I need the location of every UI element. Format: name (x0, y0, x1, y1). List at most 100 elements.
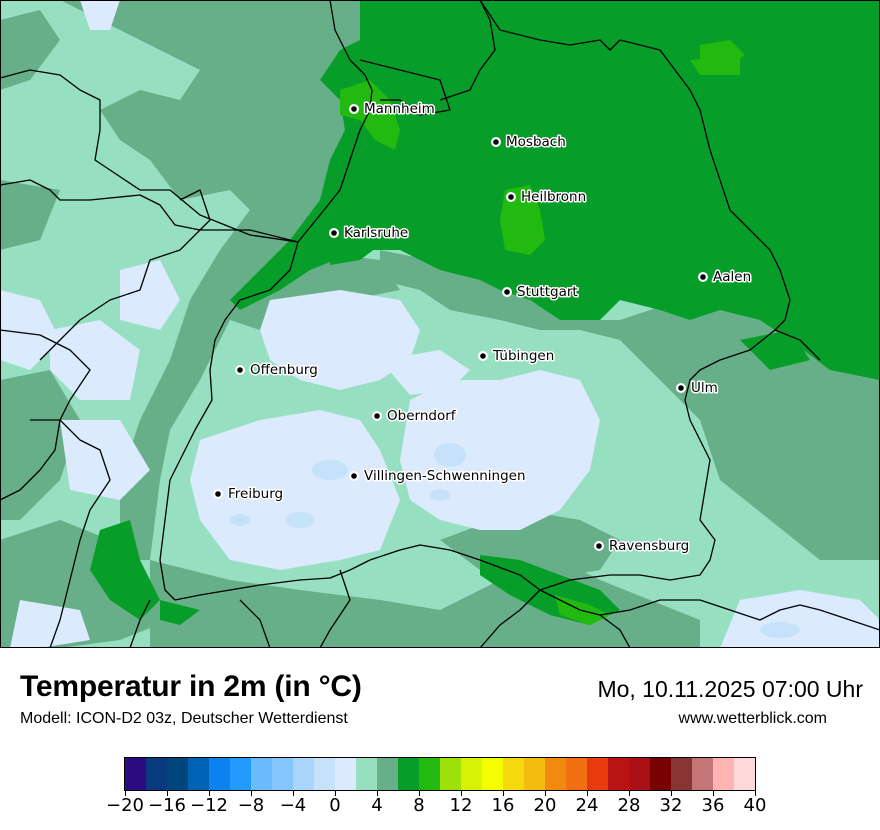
city-villingen-schwenningen: Villingen-Schwenningen (349, 467, 527, 486)
forecast-datetime: Mo, 10.11.2025 07:00 Uhr (597, 676, 863, 702)
city-label: Mosbach (506, 134, 566, 150)
colorbar-tick (167, 791, 168, 796)
city-dot-icon (351, 473, 357, 479)
city-ulm: Ulm (676, 379, 719, 398)
colorbar-tick (755, 791, 756, 796)
city-dot-icon (678, 385, 684, 391)
colorbar-bin (587, 758, 608, 790)
colorbar-bin (398, 758, 419, 790)
city-label: Freiburg (228, 486, 283, 502)
temperature-map: Mannheim Mosbach Heilbronn Karlsruhe Aalen St… (0, 0, 880, 648)
colorbar-bin (377, 758, 398, 790)
borders (0, 0, 880, 648)
city-label: Karlsruhe (344, 225, 408, 241)
colorbar-tick (545, 791, 546, 796)
colorbar-tick (251, 791, 252, 796)
colorbar-tick-label: 0 (329, 795, 341, 816)
colorbar-tick-label: −16 (148, 795, 186, 816)
colorbar-bin (251, 758, 272, 790)
colorbar-bin (293, 758, 314, 790)
colorbar-tick (587, 791, 588, 796)
colorbar-tick-label: 32 (659, 795, 683, 816)
city-markers: Mannheim Mosbach Heilbronn Karlsruhe Aalen St… (213, 100, 753, 556)
colorbar-tick-label: −8 (237, 795, 265, 816)
city-stuttgart: Stuttgart (502, 283, 579, 302)
website-link[interactable]: www.wetterblick.com (678, 710, 827, 727)
colorbar-tick-label: 4 (371, 795, 383, 816)
colorbar-tick (293, 791, 294, 796)
colorbar-bin (734, 758, 755, 790)
city-ravensburg: Ravensburg (594, 537, 691, 556)
colorbar-tick-label: 40 (743, 795, 767, 816)
colorbar-tick (671, 791, 672, 796)
colorbar-bin (335, 758, 356, 790)
colorbar-tick (629, 791, 630, 796)
colorbar-bin (482, 758, 503, 790)
city-dot-icon (596, 543, 602, 549)
city-dot-icon (331, 230, 337, 236)
colorbar-tick-label: −20 (106, 795, 144, 816)
colorbar-bin (566, 758, 587, 790)
colorbar-tick (209, 791, 210, 796)
map-title: Temperatur in 2m (in °C) (20, 670, 362, 703)
colorbar-bin (671, 758, 692, 790)
colorbar-bin (209, 758, 230, 790)
colorbar-tick (377, 791, 378, 796)
colorbar-bin (524, 758, 545, 790)
colorbar-bin (692, 758, 713, 790)
city-label: Aalen (713, 269, 751, 285)
zone-0-2 (0, 0, 880, 648)
city-freiburg: Freiburg (213, 485, 285, 504)
city-label: Stuttgart (517, 284, 578, 300)
colorbar-tick-label: 28 (617, 795, 641, 816)
city-dot-icon (480, 353, 486, 359)
colorbar-bin (440, 758, 461, 790)
model-source: Modell: ICON-D2 03z, Deutscher Wetterdie… (20, 710, 348, 727)
colorbar-tick-label: 24 (575, 795, 599, 816)
colorbar-bin (650, 758, 671, 790)
city-dot-icon (493, 139, 499, 145)
city-mosbach: Mosbach (491, 133, 567, 152)
colorbar-tick-label: −4 (279, 795, 307, 816)
colorbar-tick (713, 791, 714, 796)
colorbar-tick (461, 791, 462, 796)
colorbar-tick-label: 12 (449, 795, 473, 816)
colorbar-tick-label: 36 (701, 795, 725, 816)
city-label: Villingen-Schwenningen (364, 468, 526, 484)
city-label: Oberndorf (387, 408, 457, 424)
city-dot-icon (374, 413, 380, 419)
city-dot-icon (508, 194, 514, 200)
city-label: Ravensburg (609, 538, 689, 554)
colorbar-tick-label: −12 (190, 795, 228, 816)
colorbar-tick (125, 791, 126, 796)
colorbar-bin (503, 758, 524, 790)
colorbar-tick-label: 20 (533, 795, 557, 816)
city-aalen: Aalen (698, 268, 753, 287)
colorbar-tick (419, 791, 420, 796)
city-offenburg: Offenburg (235, 361, 319, 380)
colorbar-tick (503, 791, 504, 796)
colorbar-bin (188, 758, 209, 790)
city-dot-icon (237, 367, 243, 373)
colorbar-bin (314, 758, 335, 790)
temperature-colorbar (124, 757, 756, 791)
colorbar-bin (461, 758, 482, 790)
colorbar-bin (272, 758, 293, 790)
colorbar-tick-label: 8 (413, 795, 425, 816)
colorbar-bin (125, 758, 146, 790)
city-dot-icon (215, 491, 221, 497)
colorbar-bin (230, 758, 251, 790)
colorbar-bin (356, 758, 377, 790)
colorbar-bin (629, 758, 650, 790)
colorbar-bin (167, 758, 188, 790)
city-dot-icon (700, 274, 706, 280)
colorbar-bin (545, 758, 566, 790)
colorbar-bin (146, 758, 167, 790)
colorbar-tick-label: 16 (491, 795, 515, 816)
city-mannheim: Mannheim (349, 100, 436, 119)
city-heilbronn: Heilbronn (506, 188, 588, 207)
zone-minus2-0 (230, 443, 800, 638)
city-label: Heilbronn (521, 189, 586, 205)
city-dot-icon (351, 106, 357, 112)
colorbar-bin (608, 758, 629, 790)
